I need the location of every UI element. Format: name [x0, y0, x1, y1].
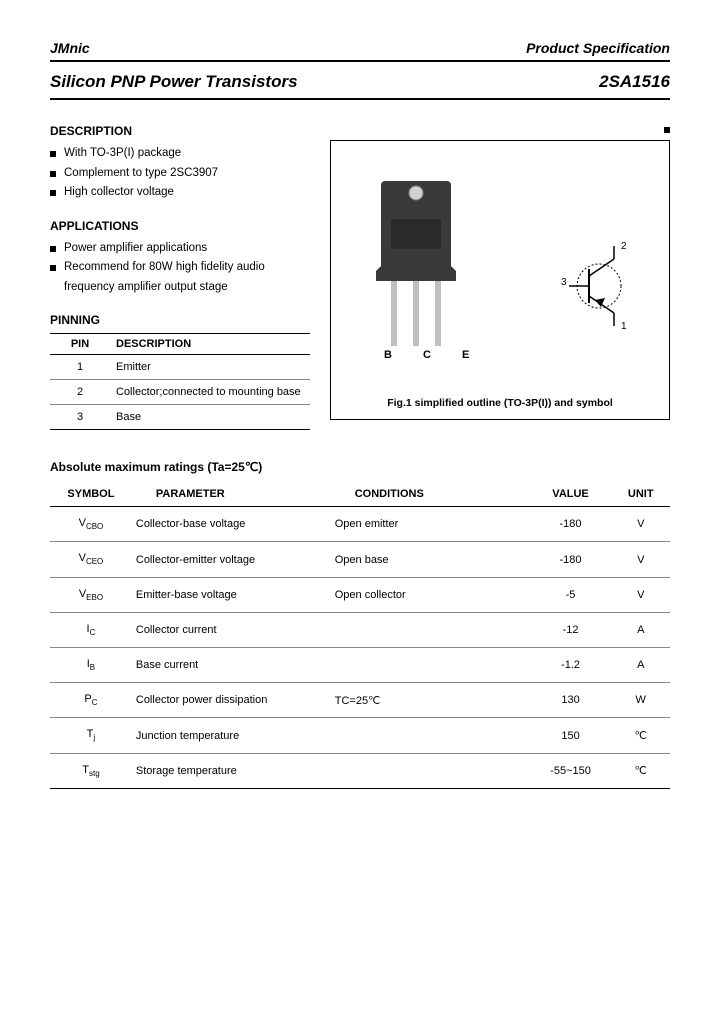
description-item: With TO-3P(I) package [50, 144, 310, 164]
title-row: Silicon PNP Power Transistors 2SA1516 [50, 72, 670, 100]
package-pin-labels: B C E [384, 349, 483, 361]
rating-conditions: Open collector [331, 577, 530, 612]
pinning-row: 3 Base [50, 405, 310, 430]
pinning-heading: PINNING [50, 313, 310, 327]
rating-unit: V [611, 542, 670, 577]
applications-heading: APPLICATIONS [50, 219, 310, 233]
pin-desc: Emitter [110, 355, 310, 380]
pinning-col-pin: PIN [50, 334, 110, 355]
rating-unit: V [611, 507, 670, 542]
rating-conditions [331, 753, 530, 788]
symbol-collector-label: 2 [621, 241, 627, 252]
rating-symbol: VEBO [50, 577, 132, 612]
rating-symbol: IB [50, 648, 132, 683]
description-list: With TO-3P(I) package Complement to type… [50, 144, 310, 203]
product-family: Silicon PNP Power Transistors [50, 72, 298, 92]
applications-list: Power amplifier applications Recommend f… [50, 239, 310, 298]
rating-parameter: Emitter-base voltage [132, 577, 331, 612]
rating-unit: A [611, 612, 670, 647]
doc-type: Product Specification [526, 40, 670, 56]
ratings-col-unit: UNIT [611, 482, 670, 507]
ratings-col-symbol: SYMBOL [50, 482, 132, 507]
rating-symbol: VCEO [50, 542, 132, 577]
pin-desc: Collector;connected to mounting base [110, 380, 310, 405]
pin-desc: Base [110, 405, 310, 430]
ratings-row: VEBOEmitter-base voltageOpen collector-5… [50, 577, 670, 612]
ratings-row: ICCollector current -12A [50, 612, 670, 647]
ratings-heading: Absolute maximum ratings (Ta=25℃) [50, 460, 670, 474]
rating-unit: V [611, 577, 670, 612]
rating-symbol: Tj [50, 718, 132, 753]
rating-conditions: Open emitter [331, 507, 530, 542]
ratings-row: PCCollector power dissipationTC=25℃130W [50, 683, 670, 718]
symbol-emitter-label: 1 [621, 321, 627, 331]
rating-conditions [331, 718, 530, 753]
ratings-row: TstgStorage temperature -55~150℃ [50, 753, 670, 788]
rating-parameter: Collector power dissipation [132, 683, 331, 718]
rating-value: -1.2 [530, 648, 612, 683]
rating-conditions: Open base [331, 542, 530, 577]
rating-unit: A [611, 648, 670, 683]
figure-caption: Fig.1 simplified outline (TO-3P(I)) and … [331, 397, 669, 409]
rating-value: -180 [530, 542, 612, 577]
rating-conditions [331, 648, 530, 683]
applications-item: Recommend for 80W high fidelity audio fr… [50, 258, 310, 297]
page-header: JMnic Product Specification [50, 40, 670, 62]
bullet-icon [330, 124, 670, 136]
rating-conditions [331, 612, 530, 647]
figure-box: B C E 2 3 1 Fig.1 simplified [330, 140, 670, 420]
rating-symbol: PC [50, 683, 132, 718]
transistor-symbol-icon: 2 3 1 [559, 241, 649, 331]
rating-value: 130 [530, 683, 612, 718]
package-icon [361, 171, 471, 351]
rating-parameter: Collector current [132, 612, 331, 647]
ratings-col-conditions: CONDITIONS [331, 482, 530, 507]
part-number: 2SA1516 [599, 72, 670, 92]
ratings-row: VCEOCollector-emitter voltageOpen base-1… [50, 542, 670, 577]
description-item: High collector voltage [50, 183, 310, 203]
rating-value: -55~150 [530, 753, 612, 788]
rating-unit: ℃ [611, 718, 670, 753]
company-name: JMnic [50, 40, 90, 56]
rating-parameter: Junction temperature [132, 718, 331, 753]
right-column: B C E 2 3 1 Fig.1 simplified [330, 124, 670, 430]
pinning-row: 2 Collector;connected to mounting base [50, 380, 310, 405]
pinning-row: 1 Emitter [50, 355, 310, 380]
description-item: Complement to type 2SC3907 [50, 164, 310, 184]
pin-number: 3 [50, 405, 110, 430]
rating-parameter: Collector-emitter voltage [132, 542, 331, 577]
pin-number: 2 [50, 380, 110, 405]
ratings-col-parameter: PARAMETER [132, 482, 331, 507]
rating-unit: ℃ [611, 753, 670, 788]
pinning-table: PIN DESCRIPTION 1 Emitter 2 Collector;co… [50, 333, 310, 430]
rating-value: -12 [530, 612, 612, 647]
rating-value: -180 [530, 507, 612, 542]
ratings-table: SYMBOL PARAMETER CONDITIONS VALUE UNIT V… [50, 482, 670, 789]
ratings-row: VCBOCollector-base voltageOpen emitter-1… [50, 507, 670, 542]
rating-parameter: Collector-base voltage [132, 507, 331, 542]
pin-number: 1 [50, 355, 110, 380]
rating-parameter: Storage temperature [132, 753, 331, 788]
rating-symbol: Tstg [50, 753, 132, 788]
rating-parameter: Base current [132, 648, 331, 683]
left-column: DESCRIPTION With TO-3P(I) package Comple… [50, 124, 310, 430]
rating-conditions: TC=25℃ [331, 683, 530, 718]
applications-item: Power amplifier applications [50, 239, 310, 259]
rating-symbol: VCBO [50, 507, 132, 542]
pinning-col-desc: DESCRIPTION [110, 334, 310, 355]
rating-value: 150 [530, 718, 612, 753]
ratings-row: IBBase current -1.2A [50, 648, 670, 683]
rating-symbol: IC [50, 612, 132, 647]
rating-unit: W [611, 683, 670, 718]
ratings-row: TjJunction temperature 150℃ [50, 718, 670, 753]
symbol-base-label: 3 [561, 277, 567, 288]
top-content: DESCRIPTION With TO-3P(I) package Comple… [50, 124, 670, 430]
ratings-col-value: VALUE [530, 482, 612, 507]
description-heading: DESCRIPTION [50, 124, 132, 138]
rating-value: -5 [530, 577, 612, 612]
